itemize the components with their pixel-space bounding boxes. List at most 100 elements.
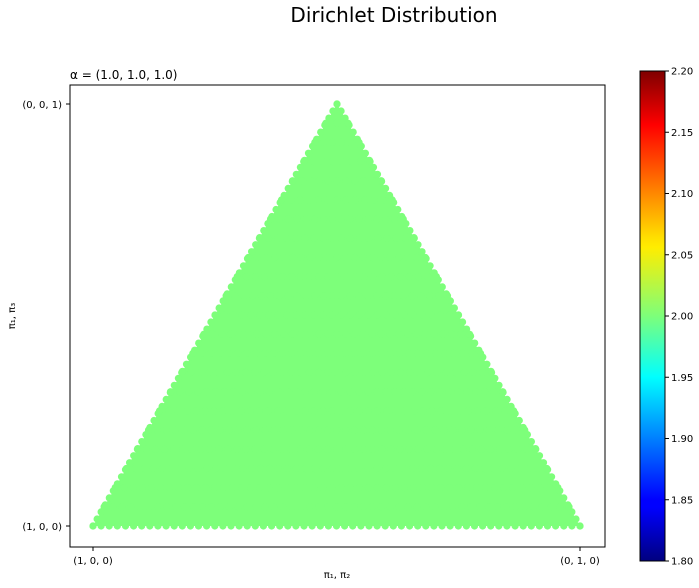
scatter-point	[315, 503, 323, 511]
scatter-point	[373, 484, 381, 492]
y-tick-label: (0, 0, 1)	[22, 100, 62, 111]
scatter-point	[288, 330, 297, 338]
scatter-point	[394, 205, 402, 214]
scatter-point	[455, 407, 463, 415]
scatter-point	[415, 368, 423, 377]
scatter-point	[211, 311, 219, 319]
scatter-point	[462, 522, 470, 530]
scatter-point	[446, 407, 454, 415]
scatter-point	[427, 484, 435, 492]
scatter-point	[333, 368, 341, 377]
scatter-point	[171, 426, 179, 434]
scatter-point	[232, 368, 240, 377]
scatter-point	[378, 368, 386, 377]
scatter-point	[324, 196, 332, 204]
scatter-point	[229, 311, 237, 319]
scatter-point	[255, 234, 263, 242]
scatter-point	[198, 426, 206, 434]
scatter-point	[382, 484, 390, 492]
scatter-point	[360, 445, 368, 453]
scatter-point	[262, 330, 270, 338]
scatter-point	[269, 445, 277, 453]
scatter-point	[515, 416, 523, 425]
scatter-point	[364, 292, 372, 300]
scatter-point	[170, 445, 178, 453]
scatter-point	[328, 138, 337, 146]
scatter-point	[369, 368, 377, 377]
scatter-point	[462, 464, 470, 473]
scatter-point	[162, 395, 170, 403]
scatter-point	[129, 484, 137, 492]
scatter-point	[269, 368, 277, 377]
scatter-point	[472, 388, 480, 396]
scatter-point	[315, 273, 323, 281]
scatter-point	[205, 368, 213, 377]
scatter-point	[278, 368, 286, 377]
scatter-point	[234, 349, 242, 357]
scatter-point	[328, 234, 336, 242]
scatter-point	[414, 349, 422, 357]
scatter-point	[503, 395, 511, 403]
scatter-point	[459, 318, 467, 326]
scatter-point	[378, 445, 386, 453]
scatter-point	[346, 311, 354, 319]
colorbar-ticks: 1.80 1.85 1.90 1.95 2.00 2.05 2.10 2.15 2.20	[665, 67, 693, 568]
scatter-point	[349, 522, 357, 530]
x-axis: (1, 0, 0) (0, 1, 0) π₁, π₂	[73, 547, 600, 581]
scatter-point	[261, 503, 269, 511]
scatter-point	[255, 407, 263, 415]
scatter-point	[297, 273, 305, 281]
scatter-point	[414, 522, 422, 530]
scatter-point	[364, 215, 372, 223]
scatter-point	[390, 215, 398, 223]
scatter-point	[179, 445, 187, 453]
scatter-point	[196, 368, 204, 377]
scatter-point	[535, 522, 544, 530]
scatter-point	[488, 368, 496, 377]
scatter-point	[292, 311, 300, 319]
scatter-point	[333, 330, 341, 338]
scatter-points	[89, 100, 584, 530]
scatter-point	[433, 368, 441, 377]
scatter-point	[274, 464, 282, 473]
scatter-point	[341, 503, 350, 511]
scatter-point	[207, 503, 215, 511]
scatter-point	[256, 484, 264, 492]
scatter-point	[328, 157, 336, 166]
scatter-point	[418, 388, 426, 396]
scatter-point	[130, 522, 138, 530]
scatter-point	[491, 484, 499, 492]
scatter-point	[283, 464, 291, 473]
scatter-point	[297, 177, 306, 185]
scatter-point	[302, 292, 310, 300]
colorbar-tick-label: 1.85	[671, 495, 693, 506]
scatter-point	[149, 464, 157, 473]
scatter-point	[406, 368, 414, 377]
scatter-point	[305, 196, 313, 204]
scatter-point	[468, 349, 476, 357]
scatter-point	[359, 177, 368, 185]
scatter-point	[386, 503, 394, 511]
scatter-point	[554, 484, 562, 492]
scatter-point	[306, 349, 314, 357]
scatter-point	[251, 522, 259, 530]
scatter-point	[449, 426, 457, 434]
scatter-point	[495, 381, 503, 389]
scatter-point	[239, 464, 247, 473]
scatter-point	[231, 292, 239, 300]
scatter-point	[406, 522, 414, 530]
scatter-point	[391, 484, 399, 492]
scatter-point	[126, 459, 134, 467]
scatter-point	[342, 253, 350, 262]
scatter-point	[392, 407, 400, 415]
scatter-point	[414, 445, 422, 453]
scatter-point	[405, 349, 413, 357]
scatter-point	[428, 407, 436, 415]
scatter-point	[206, 445, 214, 453]
scatter-point	[324, 253, 332, 262]
scatter-point	[464, 484, 472, 492]
scatter-point	[328, 215, 336, 223]
scatter-point	[346, 138, 354, 146]
scatter-point	[368, 426, 377, 434]
